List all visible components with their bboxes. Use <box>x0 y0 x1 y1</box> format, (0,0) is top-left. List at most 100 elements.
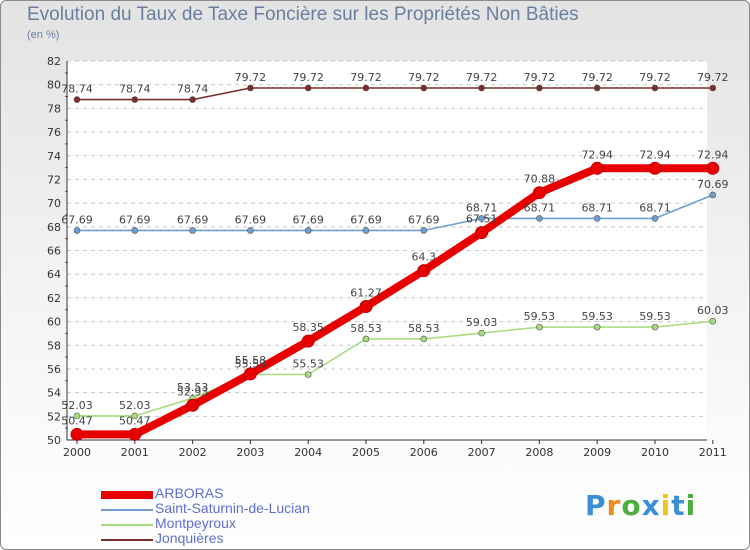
data-label-saint-saturnin-de-lucian: 67.69 <box>292 213 324 226</box>
data-label-saint-saturnin-de-lucian: 67.69 <box>408 213 440 226</box>
data-label-saint-saturnin-de-lucian: 68.71 <box>466 201 498 214</box>
data-label-montpeyroux: 59.53 <box>581 310 613 323</box>
data-label-arboras: 67.51 <box>466 213 498 226</box>
point-jonqui-res <box>362 84 370 92</box>
x-tick-label: 2011 <box>699 446 727 459</box>
point-saint-saturnin-de-lucian <box>478 215 485 222</box>
logo-letter: t <box>671 489 686 522</box>
point-montpeyroux <box>304 371 312 378</box>
y-tick-label: 76 <box>47 126 61 139</box>
y-tick-label: 56 <box>47 363 61 376</box>
data-label-arboras: 70.88 <box>524 173 556 186</box>
y-ticks: 50 52 54 56 58 60 62 64 66 68 70 72 74 76 78 80 82 <box>47 55 61 447</box>
data-label-saint-saturnin-de-lucian: 67.69 <box>235 213 267 226</box>
point-arboras <box>301 334 315 348</box>
data-label-jonqui-res: 78.74 <box>61 83 93 96</box>
point-saint-saturnin-de-lucian <box>362 227 370 234</box>
y-tick-label: 66 <box>47 245 61 258</box>
data-label-arboras: 50.47 <box>119 414 151 427</box>
point-saint-saturnin-de-lucian <box>593 215 601 222</box>
series-line-jonqui-res <box>77 87 713 101</box>
legend-swatch-arboras <box>101 491 153 499</box>
data-label-arboras: 52.93 <box>177 385 209 398</box>
point-arboras <box>359 300 373 314</box>
data-label-arboras: 72.94 <box>581 148 613 161</box>
data-label-saint-saturnin-de-lucian: 68.71 <box>639 201 671 214</box>
data-labels: 78.74 78.74 78.74 79.72 79.72 79.72 79.72 79.72… <box>61 71 728 427</box>
y-tick-label: 62 <box>47 292 61 305</box>
x-tick-label: 2004 <box>294 446 322 459</box>
data-label-arboras: 72.94 <box>697 148 729 161</box>
point-arboras <box>186 398 200 412</box>
point-arboras <box>590 161 604 175</box>
y-tick-label: 58 <box>47 339 61 352</box>
logo-letter: r <box>606 489 622 522</box>
point-jonqui-res <box>189 96 196 103</box>
data-label-jonqui-res: 79.72 <box>524 71 556 84</box>
data-label-montpeyroux: 52.03 <box>119 399 151 412</box>
y-tick-label: 64 <box>47 268 61 281</box>
point-montpeyroux <box>420 335 428 343</box>
legend-label-montpeyroux: Montpeyroux <box>155 515 236 531</box>
proxiti-logo: Proxiti <box>585 489 696 522</box>
series-line-arboras <box>77 164 713 439</box>
logo-letter: i <box>685 489 697 522</box>
y-tick-label: 70 <box>47 197 61 210</box>
data-label-montpeyroux: 53.53 <box>177 381 209 394</box>
x-tick-label: 2008 <box>525 446 553 459</box>
point-montpeyroux <box>131 412 139 420</box>
data-label-arboras: 64.3 <box>412 251 437 264</box>
point-jonqui-res <box>73 96 81 103</box>
legend-label-arboras: ARBORAS <box>155 485 224 501</box>
y-tick-label: 82 <box>47 55 61 68</box>
data-label-saint-saturnin-de-lucian: 67.69 <box>350 213 382 226</box>
point-saint-saturnin-de-lucian <box>73 227 81 234</box>
unit-label: (en %) <box>27 29 60 41</box>
data-label-jonqui-res: 79.72 <box>639 71 671 84</box>
point-montpeyroux <box>536 323 543 331</box>
point-jonqui-res <box>131 96 139 103</box>
point-jonqui-res <box>651 84 659 92</box>
y-tick-label: 80 <box>47 79 61 92</box>
data-label-jonqui-res: 79.72 <box>466 71 498 84</box>
point-saint-saturnin-de-lucian <box>131 227 139 234</box>
legend-swatch-jonquieres <box>101 539 153 541</box>
data-label-montpeyroux: 60.03 <box>697 304 729 317</box>
point-jonqui-res <box>420 84 428 92</box>
point-montpeyroux <box>593 323 601 331</box>
data-label-saint-saturnin-de-lucian: 67.69 <box>61 213 93 226</box>
axes <box>65 61 707 441</box>
point-jonqui-res <box>709 84 717 92</box>
x-tick-label: 2002 <box>179 446 207 459</box>
data-label-jonqui-res: 79.72 <box>292 71 324 84</box>
legend-label-jonquieres: Jonquières <box>155 530 224 546</box>
point-jonqui-res <box>593 84 601 92</box>
point-montpeyroux <box>651 323 659 331</box>
x-tick-label: 2009 <box>583 446 611 459</box>
point-saint-saturnin-de-lucian <box>189 227 196 234</box>
point-saint-saturnin-de-lucian <box>651 215 659 222</box>
data-label-jonqui-res: 79.72 <box>581 71 613 84</box>
y-tick-label: 74 <box>47 150 61 163</box>
series-line-montpeyroux <box>77 320 713 417</box>
logo-letter: o <box>621 489 642 522</box>
logo-letter: P <box>585 489 607 522</box>
data-label-arboras: 58.35 <box>292 321 324 334</box>
point-montpeyroux <box>709 317 717 325</box>
data-label-saint-saturnin-de-lucian: 67.69 <box>119 213 151 226</box>
point-arboras <box>475 226 489 240</box>
data-label-saint-saturnin-de-lucian: 68.71 <box>581 201 613 214</box>
data-label-jonqui-res: 79.72 <box>408 71 440 84</box>
y-tick-label: 50 <box>47 434 61 447</box>
data-label-jonqui-res: 79.72 <box>697 71 729 84</box>
point-saint-saturnin-de-lucian <box>247 227 254 234</box>
series-line-saint-saturnin-de-lucian <box>77 194 714 232</box>
x-tick-label: 2000 <box>63 446 91 459</box>
data-label-arboras: 55.58 <box>235 354 267 367</box>
point-arboras <box>648 161 662 175</box>
y-tick-label: 60 <box>47 316 61 329</box>
series-group <box>70 84 720 441</box>
y-tick-label: 68 <box>47 221 61 234</box>
